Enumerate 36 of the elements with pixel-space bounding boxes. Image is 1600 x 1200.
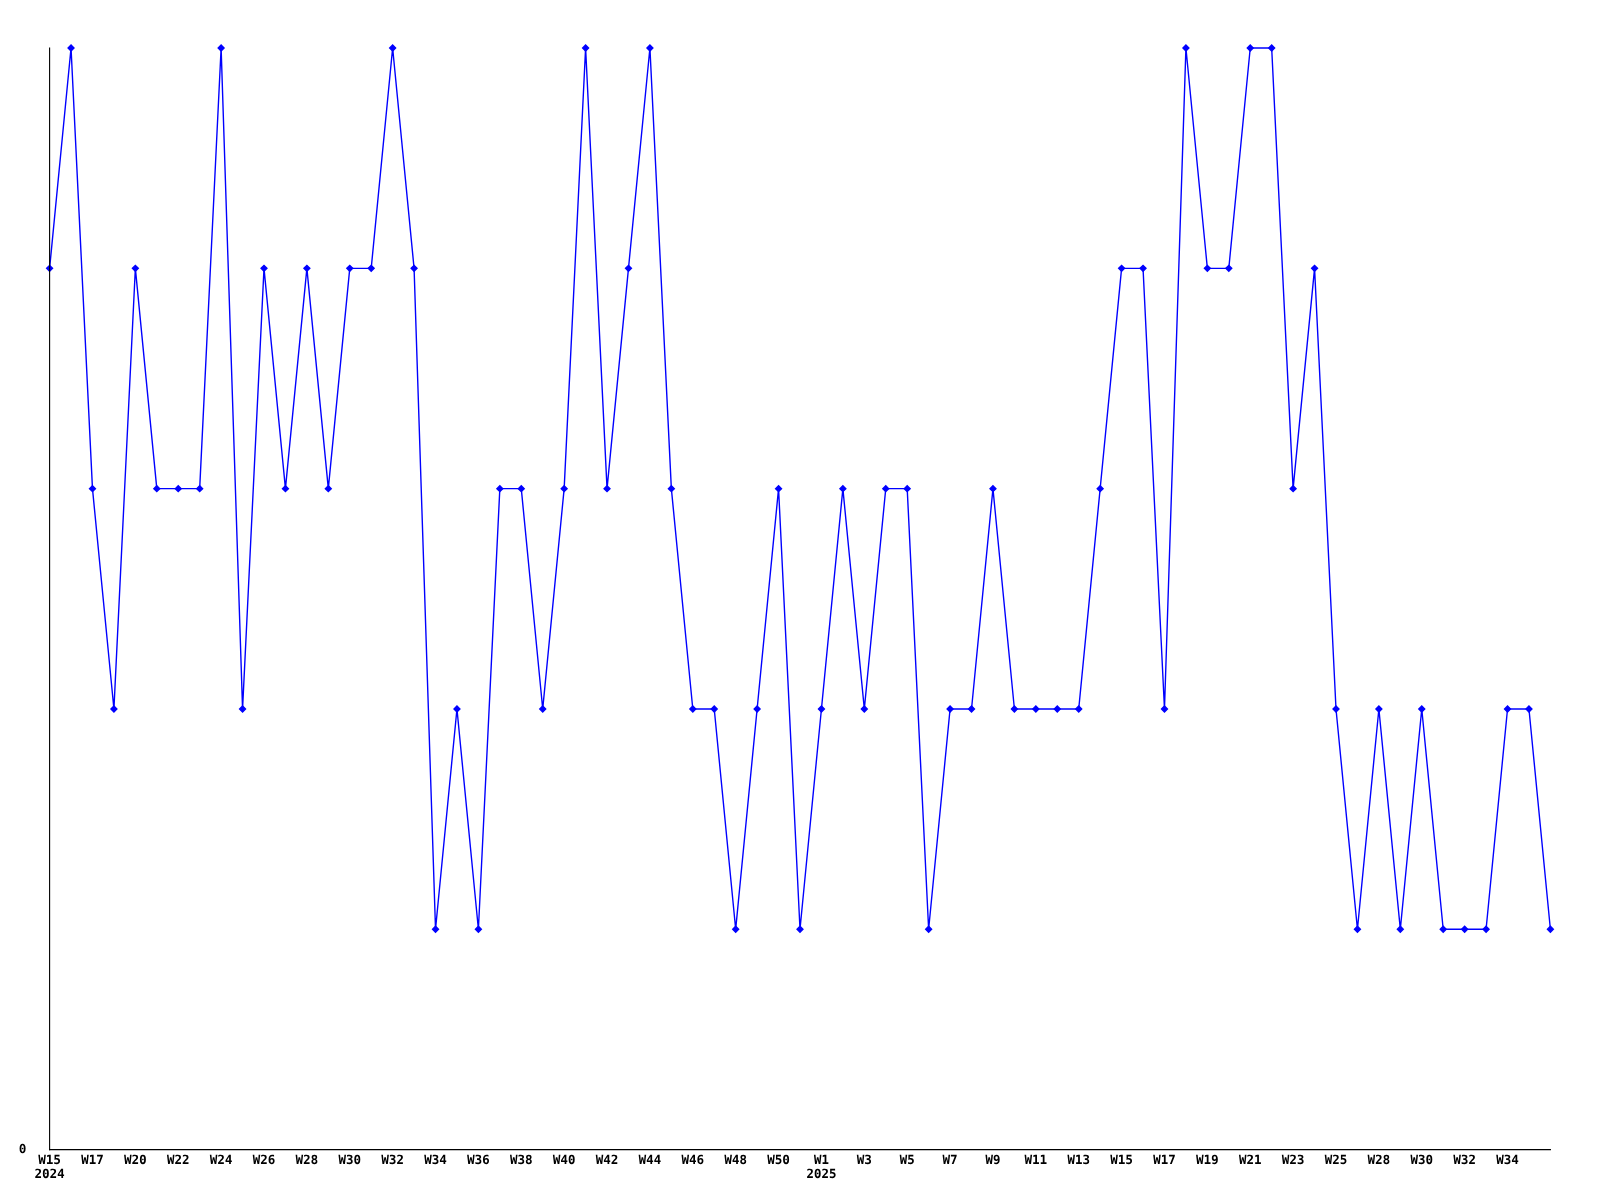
- x-tick-label: W25: [1324, 1154, 1347, 1165]
- x-tick-label: W46: [681, 1154, 704, 1165]
- x-tick-label: W36: [467, 1154, 490, 1165]
- x-tick-label: W38: [509, 1154, 532, 1165]
- x-tick-label: W40: [552, 1154, 575, 1165]
- x-tick-label: W1 2025: [807, 1154, 836, 1179]
- x-tick-label: W7: [942, 1154, 957, 1164]
- x-tick-label: W23: [1281, 1154, 1304, 1165]
- x-tick-label: W44: [638, 1154, 661, 1164]
- x-tick-label: W26: [252, 1154, 275, 1165]
- x-tick-label: W48: [724, 1154, 747, 1165]
- x-tick-label: W5: [899, 1154, 914, 1165]
- x-tick-label: W19: [1196, 1154, 1218, 1165]
- x-tick-label: W22: [166, 1154, 189, 1164]
- x-tick-label: W50: [767, 1154, 790, 1165]
- x-tick-label: W32: [1453, 1154, 1475, 1165]
- x-tick-label: W42: [595, 1154, 618, 1164]
- x-tick-label: W11: [1024, 1154, 1047, 1164]
- x-tick-label: W30: [338, 1154, 361, 1165]
- x-tick-label: W28: [295, 1154, 318, 1165]
- x-tick-label: W15 2024: [35, 1154, 65, 1179]
- x-tick-label: W32: [381, 1154, 403, 1165]
- x-tick-label: W28: [1367, 1154, 1390, 1165]
- x-tick-label: W34: [424, 1154, 447, 1165]
- text: 0: [19, 1143, 26, 1154]
- x-tick-label: W21: [1238, 1154, 1261, 1164]
- x-tick-label: W15: [1110, 1154, 1133, 1165]
- x-tick-label: W3: [856, 1154, 872, 1165]
- x-tick-label: W20: [124, 1154, 146, 1165]
- x-tick-label: W30: [1410, 1154, 1433, 1165]
- x-tick-label: W34: [1496, 1154, 1519, 1165]
- x-tick-label: W24: [209, 1154, 232, 1164]
- x-tick-label: W17: [1153, 1154, 1175, 1164]
- x-tick-label: W17: [81, 1154, 103, 1164]
- x-tick-label: W9: [985, 1154, 1000, 1165]
- x-tick-label: W13: [1067, 1154, 1090, 1165]
